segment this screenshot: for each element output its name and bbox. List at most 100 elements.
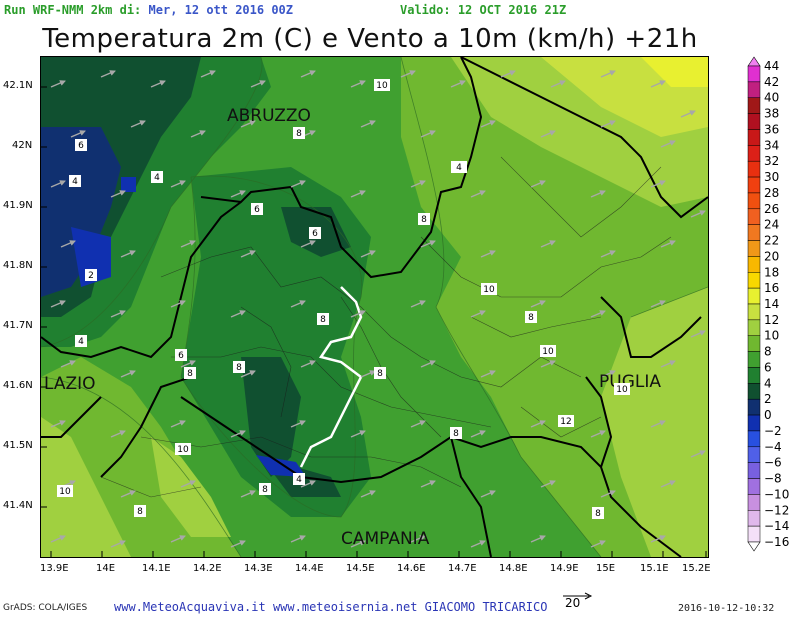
valid-date: 12 OCT 2016 21Z	[457, 3, 567, 17]
colorbar-segment	[747, 303, 761, 321]
colorbar-level-label: −6	[764, 456, 782, 470]
svg-text:4: 4	[78, 337, 84, 347]
colorbar-level-label: 28	[764, 186, 779, 200]
colorbar-level-label: 8	[764, 345, 772, 359]
contour-label: 4	[151, 171, 163, 183]
valid-info: Valido: 12 OCT 2016 21Z	[400, 3, 566, 17]
lon-tick: 14.1E	[142, 563, 171, 574]
contour-label: 10	[481, 283, 497, 295]
svg-text:4: 4	[296, 475, 302, 485]
lon-tick: 14.5E	[346, 563, 375, 574]
colorbar-cap-bottom	[747, 541, 761, 552]
lon-tick: 14.9E	[550, 563, 579, 574]
colorbar-segment	[747, 462, 761, 479]
svg-text:10: 10	[376, 81, 388, 91]
svg-text:8: 8	[262, 485, 268, 495]
site-credit: www.MeteoAcquaviva.it www.meteoisernia.n…	[114, 600, 548, 614]
lon-tick: 14.4E	[295, 563, 324, 574]
contour-label: 8	[184, 367, 196, 379]
colorbar-segment	[747, 351, 761, 368]
contour-label: 4	[69, 175, 81, 187]
svg-text:8: 8	[528, 313, 534, 323]
colorbar-level-label: 26	[764, 202, 779, 216]
colorbar-level-label: 44	[764, 59, 779, 73]
wind-scale-arrow-icon	[561, 586, 595, 605]
colorbar-segment	[747, 525, 761, 543]
contour-label: 10	[540, 345, 556, 357]
colorbar-level-label: 34	[764, 138, 779, 152]
lat-tick: 41.8N	[3, 260, 33, 271]
wind-scale-value: 20	[565, 596, 581, 610]
contour-label: 12	[558, 415, 574, 427]
colorbar-segment	[747, 494, 761, 511]
colorbar-level-label: 42	[764, 75, 779, 89]
contour-label: 6	[75, 139, 87, 151]
colorbar-segment	[747, 414, 761, 432]
svg-text:10: 10	[59, 487, 71, 497]
colorbar-segment	[747, 319, 761, 336]
colorbar-segment	[747, 208, 761, 225]
colorbar-segment	[747, 367, 761, 384]
lon-tick: 14E	[96, 563, 116, 574]
svg-text:2: 2	[88, 271, 94, 281]
colorbar-segment	[747, 446, 761, 463]
colorbar: 4442403836343230282624222018161412108642…	[747, 56, 789, 552]
svg-text:6: 6	[312, 229, 318, 239]
contour-label: 8	[134, 505, 146, 517]
run-label: Run WRF-NMM 2km di:	[4, 3, 142, 17]
colorbar-level-label: −8	[764, 472, 782, 486]
contour-label: 10	[374, 79, 390, 91]
colorbar-level-label: 20	[764, 249, 779, 263]
svg-text:10: 10	[483, 285, 495, 295]
lon-tick: 14.3E	[244, 563, 273, 574]
colorbar-level-label: 0	[764, 408, 772, 422]
svg-text:10: 10	[177, 445, 189, 455]
colorbar-level-label: −16	[764, 535, 789, 549]
lat-tick: 41.9N	[3, 200, 33, 211]
run-info: Run WRF-NMM 2km di: Mer, 12 ott 2016 00Z	[4, 3, 293, 17]
contour-label: 4	[69, 175, 81, 187]
colorbar-level-label: 32	[764, 154, 779, 168]
colorbar-segment	[747, 398, 761, 416]
colorbar-segment	[747, 240, 761, 257]
valid-label: Valido:	[400, 3, 451, 17]
svg-text:10: 10	[542, 347, 554, 357]
timestamp: 2016-10-12-10:32	[678, 603, 775, 614]
region-label-campania: CAMPANIA	[341, 529, 430, 549]
contour-label: 6	[175, 349, 187, 361]
colorbar-segment	[747, 97, 761, 114]
lon-tick: 14.2E	[193, 563, 222, 574]
colorbar-level-label: 16	[764, 281, 779, 295]
contour-label: 10	[175, 443, 191, 455]
colorbar-segment	[747, 81, 761, 98]
colorbar-level-label: 2	[764, 392, 772, 406]
colorbar-segment	[747, 176, 761, 194]
contour-label: 4	[75, 335, 87, 347]
svg-text:8: 8	[137, 507, 143, 517]
region-label-abruzzo: ABRUZZO	[227, 106, 311, 126]
contour-label: 8	[233, 361, 245, 373]
colorbar-cap-top	[747, 56, 761, 67]
contour-label: 6	[251, 203, 263, 215]
grads-credit: GrADS: COLA/IGES	[3, 603, 88, 613]
colorbar-level-label: 24	[764, 218, 779, 232]
map-area: ABRUZZO LAZIO PUGLIA CAMPANIA 10 8 6 4 4…	[40, 56, 709, 558]
svg-text:12: 12	[560, 417, 571, 427]
contour-label: 8	[450, 427, 462, 439]
contour-label: 8	[525, 311, 537, 323]
colorbar-segment	[747, 65, 761, 83]
colorbar-level-label: 10	[764, 329, 779, 343]
region-label-puglia: PUGLIA	[599, 372, 661, 392]
svg-text:8: 8	[421, 215, 427, 225]
lon-tick: 14.7E	[448, 563, 477, 574]
lat-tick: 41.7N	[3, 320, 33, 331]
lat-tick: 41.5N	[3, 440, 33, 451]
colorbar-level-label: 38	[764, 107, 779, 121]
colorbar-segment	[747, 129, 761, 146]
contour-labels: 10 8 6 4 4 4 6 6 2 8 10 8 10 8 4 6 8 8 8…	[57, 79, 630, 519]
lon-tick: 14.6E	[397, 563, 426, 574]
svg-text:8: 8	[377, 369, 383, 379]
colorbar-level-label: −2	[764, 424, 782, 438]
contour-label: 6	[309, 227, 321, 239]
svg-text:8: 8	[595, 509, 601, 519]
